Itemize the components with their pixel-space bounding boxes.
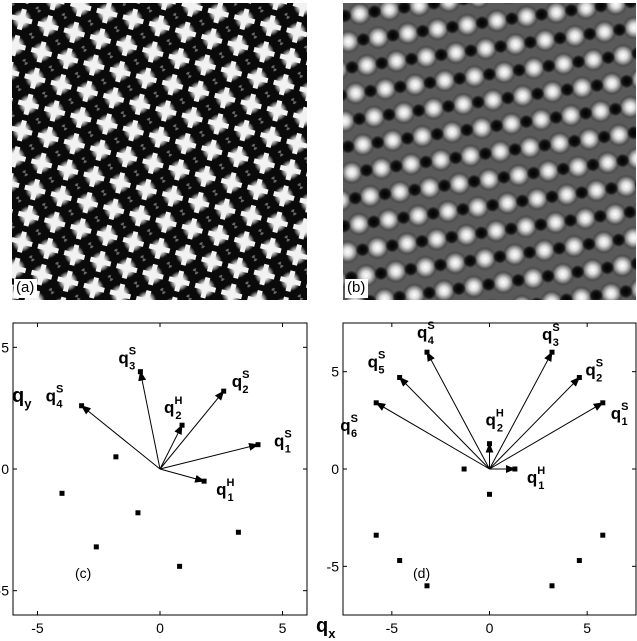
y-tick-label: 5	[331, 364, 339, 380]
data-point	[576, 557, 582, 563]
y-tick-label: 5	[1, 339, 9, 355]
vector-label-q4-S: qS 4	[417, 320, 435, 347]
wave-vector-arrow	[80, 405, 161, 470]
x-tick-label: -5	[386, 620, 399, 636]
vector-label-q4-S: qS 4	[46, 384, 64, 411]
data-point	[235, 529, 241, 535]
y-tick-label: 0	[331, 461, 339, 477]
panel-b-pattern: (b)	[343, 3, 636, 300]
x-tick-label: 0	[156, 620, 164, 636]
wave-vector-arrow	[398, 376, 490, 470]
vector-label-q5-S: qS 5	[368, 350, 386, 377]
panel-a-pattern: (a)	[12, 3, 307, 300]
x-tick-label: 5	[583, 620, 591, 636]
data-point	[93, 544, 99, 550]
vector-label-q6-S: qS 6	[340, 413, 358, 440]
plot-d: -5 0 5 -5 0 5 qS 1 qS 2 qS 3 qS 4 qS 5 qS 6 qH 2 qH 1 (d)	[327, 320, 637, 636]
x-tick-label: -5	[31, 620, 44, 636]
data-point	[600, 532, 606, 538]
vector-label-q1-H: qH 1	[216, 477, 234, 504]
wave-vector-arrow	[375, 402, 490, 470]
vector-label-q2-S: qS 2	[232, 369, 250, 396]
vector-label-q2-S: qS 2	[585, 358, 603, 385]
wave-vector-arrow	[159, 468, 206, 483]
data-point	[113, 454, 119, 460]
vector-label-q2-H: qH 2	[164, 395, 182, 422]
data-point	[59, 490, 65, 496]
y-tick-label: -5	[327, 558, 340, 574]
wave-vector-arrow	[426, 351, 490, 470]
wave-vector-arrow	[489, 376, 581, 470]
vector-label-q3-S: qS 3	[542, 322, 560, 349]
wave-vector-arrow	[138, 370, 161, 470]
vector-label-q2-H: qH 2	[486, 408, 504, 435]
data-point	[373, 532, 379, 538]
wave-vector-arrow	[489, 351, 553, 470]
data-point	[487, 491, 492, 497]
y-tick-label: 0	[1, 461, 9, 477]
panel-d-label: (d)	[413, 565, 430, 581]
data-point	[424, 583, 430, 589]
y-axis-label: qy	[12, 385, 32, 411]
wave-vector-arrow	[159, 442, 259, 470]
wave-vector-arrow	[159, 424, 183, 470]
x-tick-label: 0	[486, 620, 494, 636]
vector-label-q3-S: qS 3	[118, 346, 136, 373]
plot-c: -5 0 5 -5 0 5 qS1 qS2 qS3 qS4 qH2 qH1 (c)	[0, 322, 308, 636]
data-point	[461, 466, 467, 472]
vector-label-q1-S: qS 1	[611, 401, 629, 428]
panel-b-label: (b)	[345, 279, 369, 298]
y-tick-label: -5	[0, 583, 9, 599]
data-point	[397, 557, 403, 563]
vector-label-q1-H: qH 1	[527, 465, 545, 492]
panel-a-label: (a)	[14, 279, 38, 298]
wave-vector-arrow	[489, 402, 604, 470]
data-point	[549, 583, 555, 589]
vector-label-q1-S: qS 1	[274, 429, 292, 456]
x-tick-label: 5	[279, 620, 287, 636]
x-axis-label: qx	[316, 615, 336, 641]
wave-vector-arrow	[159, 390, 225, 470]
panel-c-label: (c)	[75, 565, 91, 581]
data-point	[177, 563, 183, 569]
data-point	[135, 510, 141, 516]
